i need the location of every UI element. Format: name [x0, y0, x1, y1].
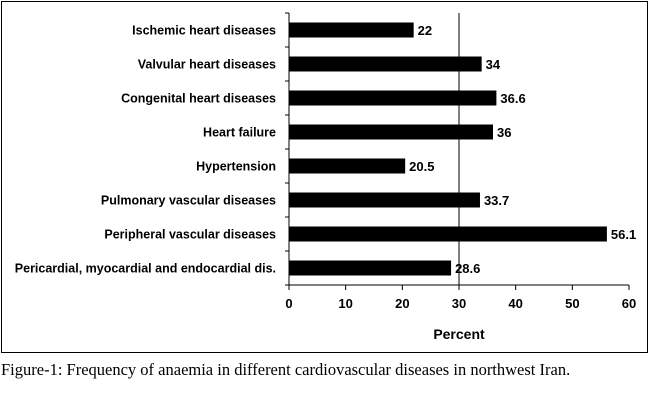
figure-caption: Figure-1: Frequency of anaemia in differ… [1, 360, 571, 379]
bar [289, 158, 406, 174]
x-tick-label: 20 [395, 296, 409, 311]
value-label: 22 [418, 23, 432, 38]
x-tick-label: 50 [565, 296, 579, 311]
value-label: 28.6 [455, 261, 480, 276]
x-axis-title: Percent [433, 326, 485, 342]
bar [289, 192, 480, 208]
value-label: 33.7 [484, 193, 509, 208]
category-label: Congenital heart diseases [121, 92, 276, 106]
category-label: Pericardial, myocardial and endocardial … [15, 262, 276, 276]
category-label: Hypertension [196, 160, 276, 174]
category-label: Heart failure [203, 126, 276, 140]
value-label: 56.1 [611, 227, 636, 242]
value-label: 36 [497, 125, 511, 140]
x-tick-label: 10 [338, 296, 352, 311]
chart-frame [1, 1, 648, 353]
x-tick-label: 40 [508, 296, 522, 311]
x-tick-label: 0 [285, 296, 292, 311]
category-label: Valvular heart diseases [138, 58, 276, 72]
category-label: Peripheral vascular diseases [104, 228, 276, 242]
bar [289, 90, 497, 106]
bar [289, 226, 607, 242]
bar [289, 56, 482, 72]
value-label: 34 [486, 57, 501, 72]
category-label: Pulmonary vascular diseases [101, 194, 276, 208]
x-tick-label: 30 [452, 296, 466, 311]
bar-chart: 0 10 20 30 40 50 60 Ischemic heart diseases 22 Va… [15, 12, 636, 342]
x-tick-label: 60 [622, 296, 636, 311]
bar [289, 124, 493, 140]
value-label: 36.6 [500, 91, 525, 106]
bar [289, 260, 452, 276]
bar [289, 22, 414, 38]
value-label: 20.5 [409, 159, 434, 174]
plot-area: 0 10 20 30 40 50 60 Ischemic heart diseases 22 Va… [15, 12, 636, 311]
category-label: Ischemic heart diseases [132, 24, 276, 38]
